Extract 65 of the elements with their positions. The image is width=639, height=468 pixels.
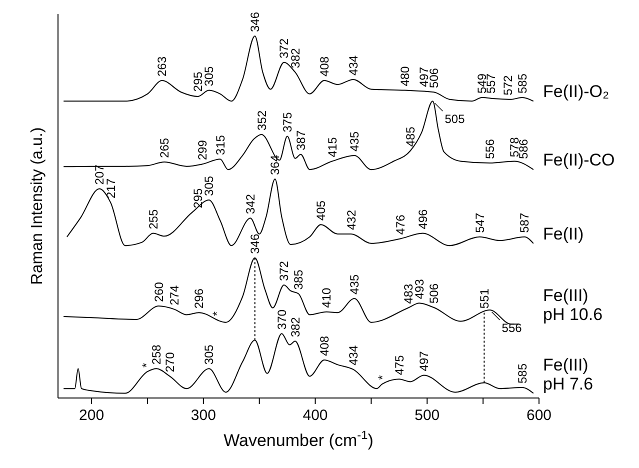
annotation: 483 xyxy=(401,284,416,304)
series-label: Fe(II)-CO xyxy=(543,150,615,170)
x-tick-label: 500 xyxy=(414,407,440,424)
annotation: 408 xyxy=(317,56,332,77)
annotation: * xyxy=(376,374,390,380)
annotation: 432 xyxy=(344,210,358,230)
series-label: Fe(II) xyxy=(543,224,584,244)
annotation: 270 xyxy=(163,352,178,372)
x-tick-label: 200 xyxy=(79,407,104,424)
annotation: 480 xyxy=(398,66,412,86)
annotation: 370 xyxy=(274,309,289,330)
annotation: 255 xyxy=(146,208,160,230)
annotation: 496 xyxy=(416,208,430,230)
annotation: 352 xyxy=(254,110,269,130)
annotation: 551 xyxy=(477,288,492,309)
annotation: 364 xyxy=(268,154,282,175)
series-label: Fe(III) pH 10.6 xyxy=(543,286,603,324)
annotation: 296 xyxy=(192,288,206,309)
annotation: 505 xyxy=(444,112,466,126)
annotation: 572 xyxy=(500,75,515,96)
series-label: Fe(II)-O₂ xyxy=(543,82,610,102)
annotation: 435 xyxy=(348,131,362,152)
annotation: 556 xyxy=(502,321,522,336)
annotation: 410 xyxy=(320,287,334,308)
annotation: 299 xyxy=(196,140,210,160)
annotation: 408 xyxy=(317,336,332,356)
x-tick-label: 300 xyxy=(190,407,216,424)
annotation: 385 xyxy=(292,269,306,290)
annotation: 434 xyxy=(346,345,361,366)
annotation: 274 xyxy=(168,284,182,306)
annotation: 382 xyxy=(288,316,302,338)
y-axis-title: Raman Intensity (a.u.) xyxy=(29,127,46,285)
annotation: 476 xyxy=(393,214,408,235)
annotation: 387 xyxy=(294,130,308,150)
annotation: 346 xyxy=(248,12,262,32)
annotation: 556 xyxy=(482,138,497,160)
annotation: 506 xyxy=(427,283,442,304)
annotation: 585 xyxy=(515,363,530,384)
annotation: 263 xyxy=(155,56,170,77)
annotation: 585 xyxy=(515,73,530,94)
annotation: 434 xyxy=(346,55,361,76)
annotation: 346 xyxy=(248,234,262,254)
annotation: 587 xyxy=(518,212,532,233)
annotation: 493 xyxy=(412,278,427,300)
annotation: 375 xyxy=(280,112,295,132)
annotation: 435 xyxy=(348,274,362,294)
annotation: 342 xyxy=(244,194,258,214)
x-tick-label: 400 xyxy=(302,407,328,424)
annotation: 475 xyxy=(392,354,406,376)
annotation: 260 xyxy=(152,282,166,302)
series-label: Fe(III) pH 7.6 xyxy=(543,355,594,394)
annotation: 415 xyxy=(325,136,340,158)
annotation: 405 xyxy=(314,200,328,221)
x-axis-title: Wavenumber (cm$^{-1}$) xyxy=(224,428,374,450)
x-tick-label: 600 xyxy=(526,407,552,424)
annotation: 547 xyxy=(472,212,487,233)
annotation: * xyxy=(140,362,154,368)
annotation: 265 xyxy=(157,138,172,158)
annotation: 315 xyxy=(213,134,228,156)
annotation: 372 xyxy=(277,260,292,282)
annotation: 497 xyxy=(416,350,431,372)
annotation: * xyxy=(210,311,224,316)
annotation: 305 xyxy=(202,344,216,365)
annotation: 485 xyxy=(404,126,418,147)
annotation: 258 xyxy=(150,344,164,365)
